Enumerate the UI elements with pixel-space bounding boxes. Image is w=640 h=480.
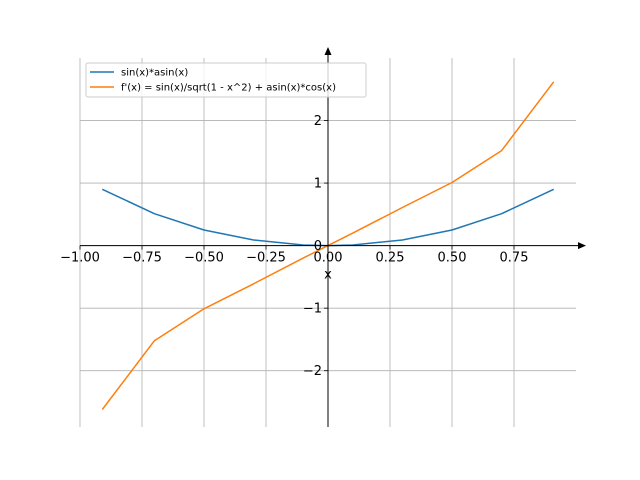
ticks: −1.00 −0.75 −0.50 −0.25 0.00 0.25 0.50 0.75 −2 −1… [60, 114, 528, 379]
y-tick-label-4: 2 [314, 114, 322, 129]
x-tick-label-2: −0.50 [184, 251, 224, 266]
legend-entry-1: f'(x) = sin(x)/sqrt(1 - x^2) + asin(x)*c… [121, 83, 336, 94]
y-axis-arrow [324, 47, 332, 55]
x-tick-label-4: 0.00 [314, 251, 343, 266]
legend-box [85, 62, 367, 98]
x-axis-arrow [578, 242, 586, 250]
x-tick-label-7: 0.75 [500, 251, 529, 266]
y-tick-label-2: 0 [314, 239, 322, 254]
x-tick-label-5: 0.25 [376, 251, 405, 266]
x-tick-label-3: −0.25 [246, 251, 286, 266]
y-tick-label-3: 1 [314, 177, 322, 192]
legend-entry-0: sin(x)*asin(x) [121, 68, 188, 79]
y-tick-label-1: −1 [303, 302, 322, 317]
legend: sin(x)*asin(x) f'(x) = sin(x)/sqrt(1 - x… [85, 62, 367, 98]
axes [80, 47, 586, 427]
x-tick-label-1: −0.75 [122, 251, 162, 266]
x-tick-label-0: −1.00 [60, 251, 100, 266]
x-tick-label-6: 0.50 [438, 251, 467, 266]
y-tick-label-0: −2 [303, 364, 322, 379]
x-axis-label: x [324, 268, 332, 283]
